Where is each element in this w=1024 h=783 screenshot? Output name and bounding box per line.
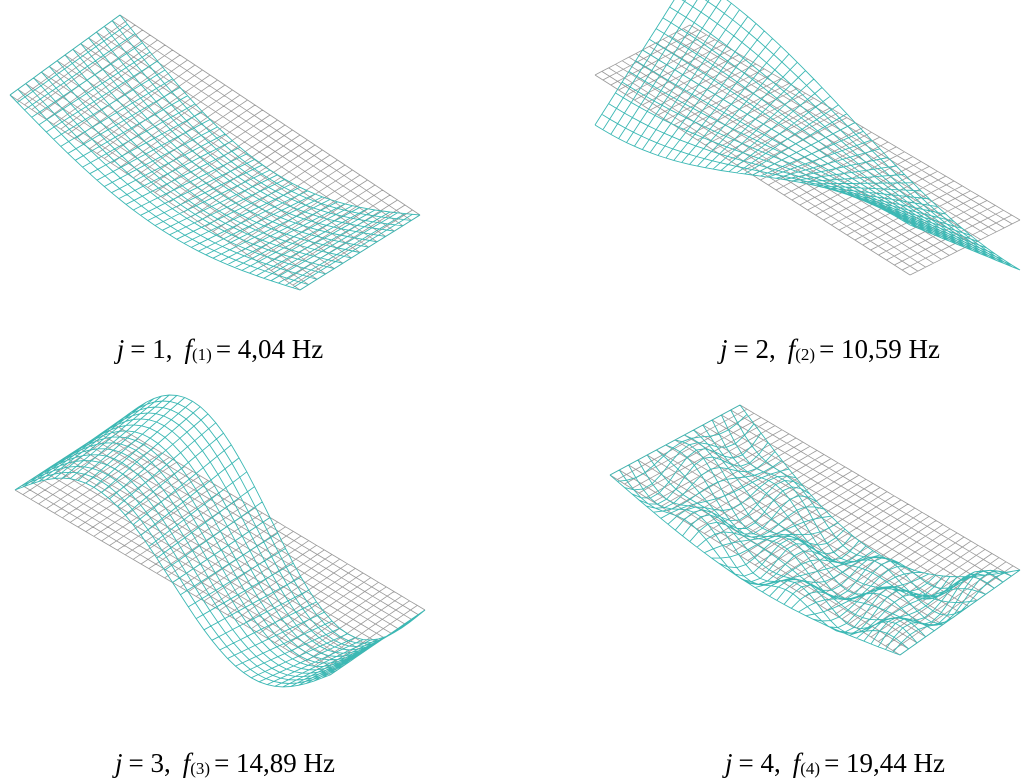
frequency-value: = 14,89 Hz [214, 748, 335, 778]
mode-symbol: j [717, 334, 728, 364]
mode-shape-mesh [610, 405, 1020, 655]
frequency-index: (4) [800, 759, 820, 778]
mode-number: = 2, [733, 334, 775, 364]
caption: j= 4,f(4)= 19,44 Hz [722, 748, 945, 778]
mode-number: = 4, [738, 748, 780, 778]
caption: j= 1,f(1)= 4,04 Hz [114, 334, 324, 364]
frequency-index: (2) [795, 345, 815, 364]
frequency-index: (3) [190, 759, 210, 778]
mode-number: = 3, [128, 748, 170, 778]
frequency-value: = 10,59 Hz [819, 334, 940, 364]
mode-number: = 1, [130, 334, 172, 364]
mode-symbol: j [112, 748, 123, 778]
figure: j= 1,f(1)= 4,04 Hzj= 2,f(2)= 10,59 Hzj= … [0, 0, 1024, 783]
frequency-value: = 4,04 Hz [216, 334, 323, 364]
undeformed-mesh [610, 405, 1020, 655]
caption: j= 2,f(2)= 10,59 Hz [717, 334, 940, 364]
mode-symbol: j [114, 334, 125, 364]
undeformed-mesh [10, 15, 420, 290]
mode-symbol: j [722, 748, 733, 778]
caption: j= 3,f(3)= 14,89 Hz [112, 748, 335, 778]
frequency-index: (1) [192, 345, 212, 364]
frequency-value: = 19,44 Hz [824, 748, 945, 778]
undeformed-mesh [595, 25, 1020, 275]
